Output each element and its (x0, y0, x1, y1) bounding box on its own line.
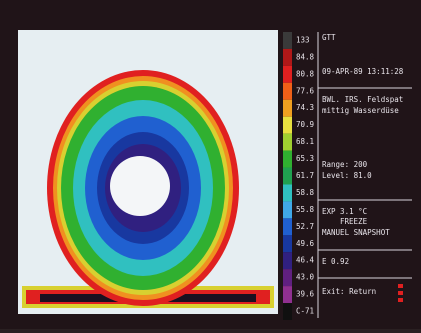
exposure: EXP 3.1 °C (322, 207, 367, 216)
scale-label: 39.6 (296, 290, 315, 299)
scale-swatch (283, 32, 292, 49)
scale-label: 74.3 (296, 103, 314, 112)
scale-label: 46.4 (296, 256, 315, 265)
thermal-image (18, 30, 278, 314)
scale-label: 49.6 (296, 239, 315, 248)
scale-swatch (283, 100, 292, 117)
scale-label: 70.9 (296, 120, 314, 129)
scale-swatch (283, 252, 292, 269)
hot-core (110, 156, 170, 216)
scale-swatch (283, 269, 292, 286)
range: Range: 200 (322, 160, 368, 169)
snapshot: MANUEL SNAPSHOT (322, 228, 390, 237)
scale-swatch (283, 303, 292, 320)
freeze: FREEZE (340, 217, 368, 226)
scale-label: 77.6 (296, 86, 315, 95)
scale-swatch (283, 49, 292, 66)
scale-swatch (283, 151, 292, 168)
level: Level: 81.0 (322, 171, 372, 180)
scale-label: 58.8 (296, 188, 315, 197)
scale-label: 65.3 (296, 154, 314, 163)
scale-swatch (283, 134, 292, 151)
scale-swatch (283, 201, 292, 218)
description: mittig Wasserdüse (322, 106, 399, 115)
screen: 133 84.8 80.8 77.6 74.3 70.9 68.1 65.3 61.7 58.8 5… (0, 0, 421, 329)
scale-swatch (283, 286, 292, 303)
scale-label: 133 (296, 35, 310, 44)
indicator (398, 291, 403, 295)
scale-label: 43.0 (296, 273, 315, 282)
emissivity: E 0.92 (322, 257, 349, 266)
scale-label: C-71 (296, 307, 314, 316)
indicator (398, 298, 403, 302)
indicator (398, 284, 403, 288)
scale-label: 61.7 (296, 171, 314, 180)
scale-label: 55.8 (296, 205, 315, 214)
description: BWL. IRS. Feldspat (322, 95, 403, 104)
scale-swatch (283, 168, 292, 185)
color-scale: 133 84.8 80.8 77.6 74.3 70.9 68.1 65.3 61.7 58.8 5… (283, 32, 315, 320)
scale-swatch (283, 218, 292, 235)
scale-label: 52.7 (296, 222, 314, 231)
scale-swatch (283, 235, 292, 252)
mode: GTT (322, 33, 336, 42)
scale-label: 68.1 (296, 137, 314, 146)
datetime: 09-APR-89 13:11:28 (322, 67, 404, 76)
scale-label: 84.8 (296, 52, 315, 61)
exit: Exit: Return (322, 287, 376, 296)
scale-label: 80.8 (296, 69, 315, 78)
scale-swatch (283, 184, 292, 201)
scale-swatch (283, 83, 292, 100)
scale-swatch (283, 66, 292, 83)
scale-swatch (283, 117, 292, 134)
